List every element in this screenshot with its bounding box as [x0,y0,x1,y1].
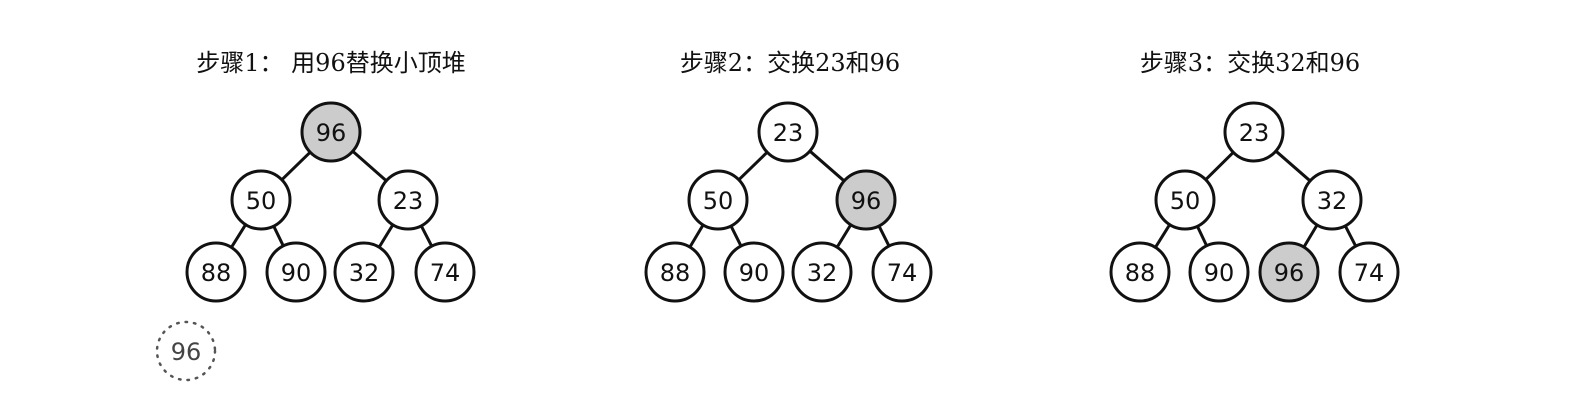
node-circle [1223,101,1285,163]
heap-node: 96 [300,101,362,163]
heap-node: 32 [791,241,853,303]
tree-edge [1274,149,1312,183]
node-value: 50 [1170,187,1201,215]
heap-node: 74 [414,241,476,303]
node-circle [791,241,853,303]
heap-node: 88 [1109,241,1171,303]
replaced-node-value: 96 [171,338,202,366]
tree-edge [280,151,312,181]
tree-edge [1343,225,1358,247]
dotted-node-circle [155,320,217,382]
step-panel-1: 步骤1： 用96替换小顶堆 96 50 23 88 90 32 74 96 [155,49,476,382]
tree-edge [877,225,891,247]
node-value: 96 [316,119,347,147]
node-value: 23 [393,187,424,215]
node-circle [757,101,819,163]
tree-edge [1302,224,1319,248]
tree-edge [351,150,388,182]
heap-node: 50 [1154,169,1216,231]
node-circle [644,241,706,303]
node-circle [377,169,439,231]
node-value: 74 [430,259,461,287]
highlighted-node-circle [835,169,897,231]
step-panel-2: 步骤2：交换23和96 23 50 96 88 90 32 74 [644,49,933,303]
node-value: 23 [773,119,804,147]
tree-edge [835,223,853,249]
node-value: 50 [703,187,734,215]
tree-edge [1154,223,1171,249]
node-circle [1154,169,1216,231]
node-value: 90 [281,259,312,287]
heap-node: 90 [1188,241,1250,303]
node-value: 90 [739,259,770,287]
heap-node: 50 [687,169,749,231]
node-value: 32 [349,259,380,287]
heap-node: 96 [835,169,897,231]
node-circle [414,241,476,303]
node-circle [1188,241,1250,303]
node-value: 50 [246,187,277,215]
node-value: 88 [660,259,691,287]
node-circle [687,169,749,231]
tree-edge [729,225,743,247]
tree-edge [272,225,285,247]
highlighted-node-circle [1258,241,1320,303]
node-value: 90 [1204,259,1235,287]
node-value: 32 [1317,187,1348,215]
node-circle [1109,241,1171,303]
tree-edge [230,223,247,249]
tree-edge [737,151,769,181]
heap-node: 74 [871,241,933,303]
step-title: 步骤1： 用96替换小顶堆 [196,49,465,77]
node-circle [265,241,327,303]
heap-node: 96 [1258,241,1320,303]
replaced-value-node: 96 [155,320,217,382]
node-circle [871,241,933,303]
node-circle [1301,169,1363,231]
node-value: 88 [1125,259,1156,287]
node-circle [230,169,292,231]
node-value: 23 [1239,119,1270,147]
node-value: 32 [807,259,838,287]
heap-node: 23 [377,169,439,231]
step-title: 步骤2：交换23和96 [680,49,900,77]
heap-node: 32 [333,241,395,303]
node-circle [333,241,395,303]
heap-node: 74 [1338,241,1400,303]
heap-node: 88 [644,241,706,303]
tree-edge [377,223,395,249]
heap-node: 90 [265,241,327,303]
highlighted-node-circle [300,101,362,163]
tree-edge [688,224,705,248]
heap-node: 32 [1301,169,1363,231]
heap-node: 23 [1223,101,1285,163]
node-circle [723,241,785,303]
tree-edge [419,225,434,247]
heap-node: 90 [723,241,785,303]
heap-node: 50 [230,169,292,231]
node-circle [1338,241,1400,303]
step-title: 步骤3：交换32和96 [1140,49,1360,77]
heap-node: 88 [185,241,247,303]
node-value: 88 [201,259,232,287]
tree-edge [1204,151,1235,181]
tree-edge [1196,225,1208,247]
node-value: 96 [851,187,882,215]
node-circle [185,241,247,303]
tree-edge [808,149,846,183]
node-value: 74 [887,259,918,287]
node-value: 74 [1354,259,1385,287]
step-panel-3: 步骤3：交换32和96 23 50 32 88 90 96 74 [1109,49,1400,303]
heap-node: 23 [757,101,819,163]
node-value: 96 [1274,259,1305,287]
